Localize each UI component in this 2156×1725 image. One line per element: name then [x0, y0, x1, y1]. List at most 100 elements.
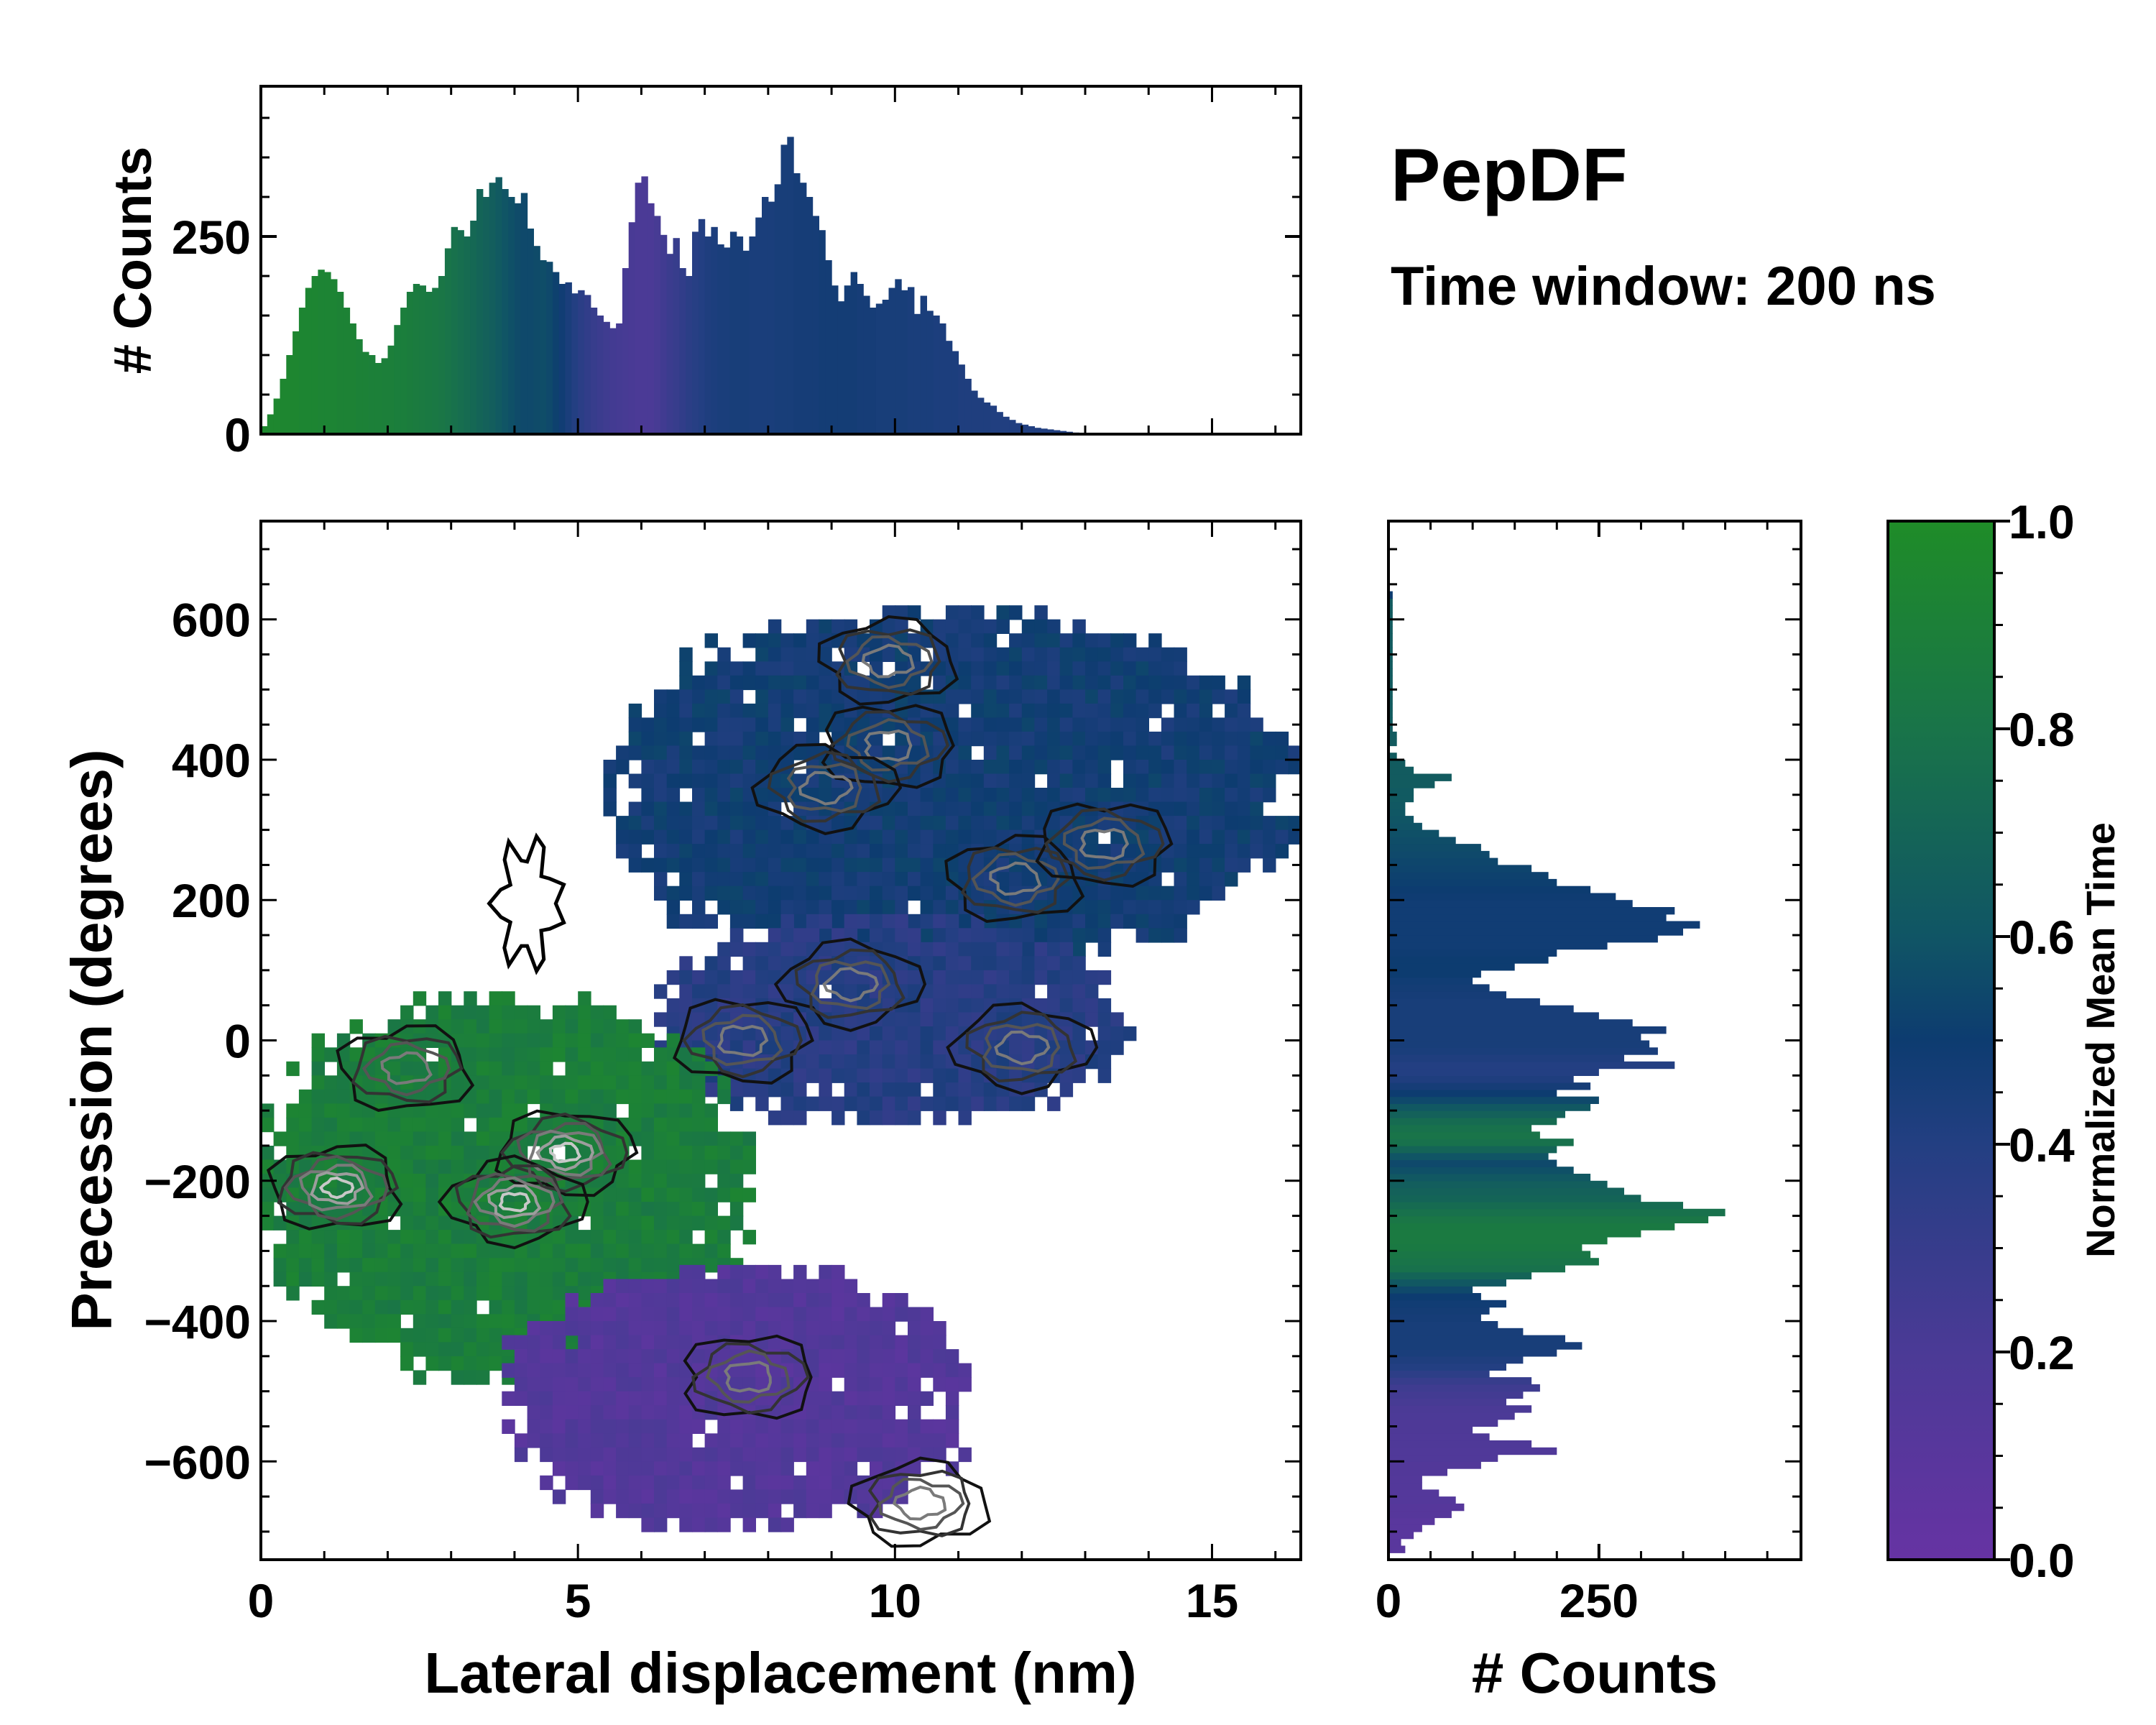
top-histogram-bar: [451, 226, 459, 434]
heatmap-cell: [464, 1019, 477, 1034]
heatmap-cell: [1263, 829, 1276, 845]
right-histogram-bar: [1388, 1531, 1414, 1540]
heatmap-cell: [336, 1243, 351, 1259]
right-histogram-bar: [1388, 1005, 1574, 1013]
heatmap-cell: [729, 1131, 744, 1146]
heatmap-cell: [641, 745, 655, 760]
heatmap-cell: [1047, 745, 1061, 760]
heatmap-cell: [895, 1391, 908, 1406]
heatmap-cell: [908, 872, 921, 887]
heatmap-cell: [628, 857, 642, 873]
heatmap-cell: [374, 1243, 389, 1259]
heatmap-cell: [1047, 703, 1061, 719]
top-histogram-bar: [609, 328, 617, 434]
heatmap-cell: [831, 984, 845, 999]
heatmap-cell: [1212, 745, 1225, 760]
heatmap-cell: [895, 942, 908, 957]
top-histogram-bar: [654, 216, 661, 434]
heatmap-cell: [895, 1293, 908, 1308]
heatmap-cell: [425, 1202, 439, 1217]
heatmap-cell: [870, 829, 883, 845]
heatmap-cell: [717, 760, 731, 775]
heatmap-cell: [895, 731, 908, 747]
heatmap-cell: [870, 1391, 883, 1406]
heatmap-cell: [742, 1447, 756, 1463]
top-histogram-bar: [362, 351, 369, 434]
heatmap-cell: [1161, 886, 1175, 901]
heatmap-cell: [729, 1054, 744, 1070]
heatmap-cell: [641, 857, 655, 873]
heatmap-cell: [945, 605, 959, 620]
heatmap-cell: [1009, 928, 1023, 943]
heatmap-cell: [819, 1068, 832, 1083]
heatmap-cell: [768, 1503, 782, 1519]
heatmap-cell: [958, 731, 972, 747]
heatmap-cell: [336, 1117, 351, 1133]
heatmap-cell: [654, 1433, 668, 1448]
heatmap-cell: [628, 1363, 642, 1378]
heatmap-cell: [1187, 689, 1200, 704]
heatmap-cell: [945, 998, 959, 1013]
heatmap-cell: [540, 1349, 553, 1364]
heatmap-cell: [717, 1215, 731, 1230]
right-histogram-bar: [1388, 682, 1393, 690]
heatmap-cell: [831, 619, 845, 634]
heatmap-cell: [882, 1054, 896, 1070]
heatmap-cell: [983, 1096, 998, 1111]
density-contour-line: [892, 1485, 947, 1521]
heatmap-cell: [729, 1174, 744, 1189]
heatmap-cell: [1072, 1040, 1086, 1055]
heatmap-cell: [831, 1321, 845, 1336]
heatmap-cell: [1110, 647, 1124, 662]
heatmap-cell: [616, 1419, 630, 1434]
heatmap-cell: [996, 661, 1010, 676]
right-histogram-bar: [1388, 1019, 1633, 1027]
heatmap-cell: [717, 731, 731, 747]
heatmap-cell: [324, 1271, 338, 1287]
heatmap-cell: [780, 956, 794, 971]
heatmap-cell: [413, 1271, 427, 1287]
heatmap-cell: [438, 1117, 452, 1133]
heatmap-cell: [654, 788, 668, 803]
heatmap-cell: [1237, 801, 1251, 816]
heatmap-cell: [908, 1054, 921, 1070]
top-histogram-bar: [724, 247, 731, 434]
right-histogram-bar: [1388, 717, 1393, 725]
heatmap-cell: [413, 1159, 427, 1174]
heatmap-cell: [742, 886, 756, 901]
heatmap-cell: [908, 1082, 921, 1098]
heatmap-cell: [1059, 661, 1074, 676]
heatmap-cell: [844, 1405, 858, 1420]
heatmap-cell: [400, 1300, 414, 1315]
heatmap-cell: [311, 1258, 325, 1273]
heatmap-cell: [958, 633, 972, 648]
heatmap-cell: [882, 829, 896, 845]
heatmap-cell: [1161, 788, 1175, 803]
heatmap-cell: [540, 1433, 553, 1448]
heatmap-cell: [552, 1047, 566, 1062]
heatmap-cell: [819, 1377, 832, 1392]
heatmap-cell: [476, 1271, 490, 1287]
heatmap-cell: [552, 1447, 566, 1463]
density-contour-line: [283, 1154, 389, 1221]
density-contour-line: [682, 1003, 803, 1079]
heatmap-cell: [336, 1258, 351, 1273]
top-histogram-bar: [1003, 416, 1010, 434]
heatmap-cell: [844, 886, 858, 901]
heatmap-cell: [882, 1349, 896, 1364]
heatmap-cell: [692, 1159, 706, 1174]
heatmap-cell: [489, 1300, 502, 1315]
heatmap-cell: [1059, 816, 1074, 831]
top-histogram-bar: [622, 268, 630, 434]
heatmap-cell: [971, 647, 985, 662]
heatmap-cell: [729, 942, 744, 957]
heatmap-cell: [1059, 703, 1074, 719]
heatmap-cell: [704, 1131, 718, 1146]
heatmap-cell: [666, 703, 681, 719]
heatmap-cell: [311, 1033, 325, 1048]
heatmap-cell: [451, 1075, 465, 1090]
heatmap-cell: [768, 661, 782, 676]
heatmap-cell: [1059, 745, 1074, 760]
heatmap-cell: [565, 1475, 579, 1491]
heatmap-cell: [603, 1335, 617, 1350]
